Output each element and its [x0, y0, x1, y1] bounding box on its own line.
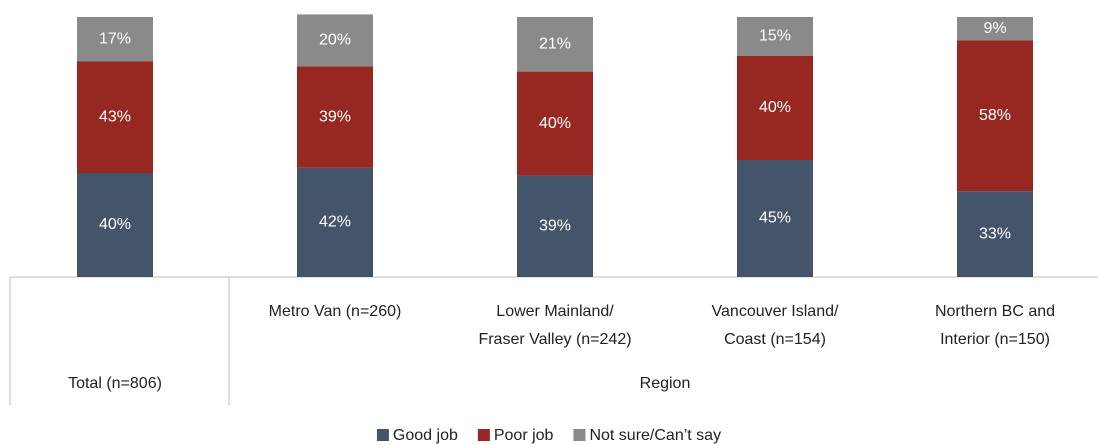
- group-label: Region: [640, 375, 691, 392]
- bar-segment: [957, 40, 1033, 192]
- data-label: 21%: [539, 36, 571, 53]
- bar-segment: [517, 17, 593, 72]
- data-label: 15%: [759, 28, 791, 45]
- category-label: Metro Van (n=260): [269, 303, 402, 320]
- data-label: 40%: [759, 99, 791, 116]
- data-label: 33%: [979, 225, 1011, 242]
- category-label: Coast (n=154): [724, 331, 826, 348]
- legend-swatch: [376, 429, 389, 441]
- category-label: Interior (n=150): [940, 331, 1050, 348]
- data-label: 9%: [983, 20, 1006, 37]
- data-label: 43%: [99, 108, 131, 125]
- bar-segment: [297, 66, 373, 168]
- data-label: 58%: [979, 107, 1011, 124]
- bar-segment: [737, 160, 813, 277]
- legend-swatch: [573, 429, 586, 441]
- bar-segment: [297, 167, 373, 277]
- data-label: 45%: [759, 210, 791, 227]
- bar-segment: [737, 56, 813, 160]
- data-label: 40%: [539, 115, 571, 132]
- data-label: 17%: [99, 30, 131, 47]
- category-label: Fraser Valley (n=242): [478, 331, 631, 348]
- data-label: 39%: [539, 218, 571, 235]
- legend-label: Poor job: [494, 427, 554, 444]
- bar-segment: [77, 61, 153, 174]
- bar-segment: [517, 175, 593, 277]
- legend-label: Good job: [393, 427, 458, 444]
- category-label: Total (n=806): [68, 375, 162, 392]
- category-label: Lower Mainland/: [496, 303, 614, 320]
- data-label: 39%: [319, 108, 351, 125]
- data-label: 40%: [99, 216, 131, 233]
- legend-swatch: [477, 429, 490, 441]
- category-label: Northern BC and: [935, 303, 1055, 320]
- legend-label: Not sure/Can’t say: [589, 427, 721, 444]
- bar-segment: [517, 71, 593, 176]
- bar-segment: [77, 17, 153, 62]
- category-label: Vancouver Island/: [712, 303, 839, 320]
- bar-segment: [957, 191, 1033, 277]
- bar-segment: [957, 17, 1033, 41]
- data-label: 20%: [319, 32, 351, 49]
- bar-segment: [737, 17, 813, 56]
- bar-segment: [297, 14, 373, 67]
- bar-segment: [77, 173, 153, 277]
- data-label: 42%: [319, 214, 351, 231]
